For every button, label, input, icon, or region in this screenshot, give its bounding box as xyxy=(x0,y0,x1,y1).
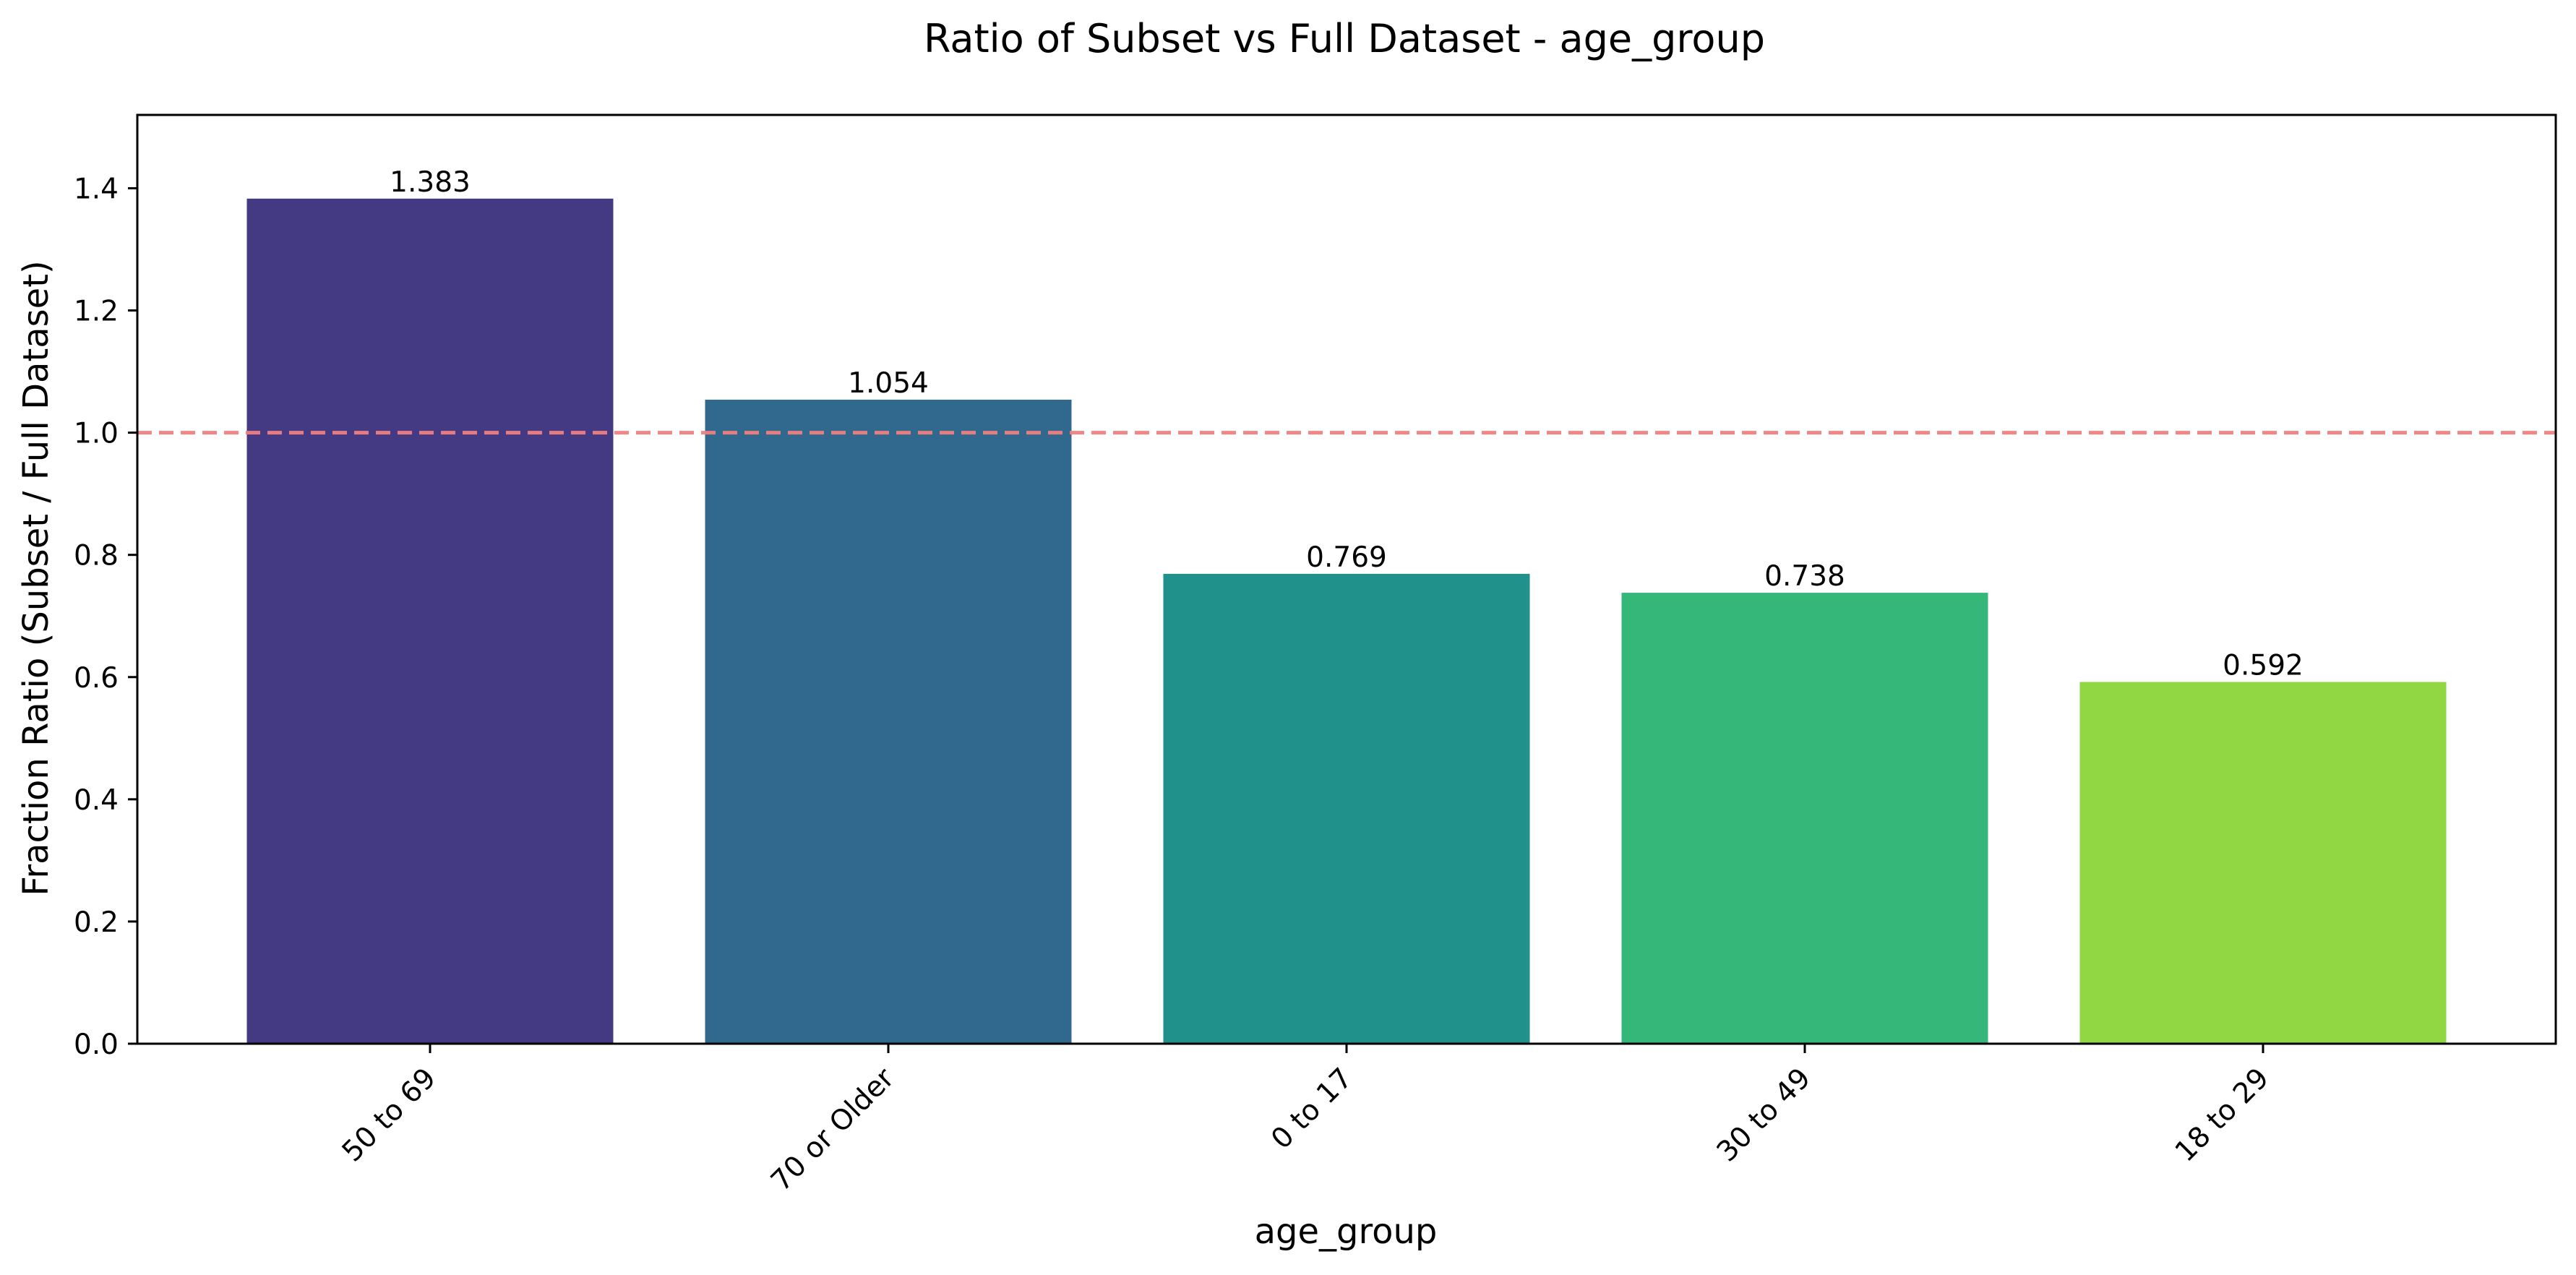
y-tick-label: 0.8 xyxy=(74,540,119,572)
bar-0-to-17 xyxy=(1163,573,1530,1044)
y-tick-label: 1.2 xyxy=(74,296,119,328)
x-tick-label: 30 to 49 xyxy=(1711,1062,1817,1168)
bar-30-to-49 xyxy=(1621,593,1988,1044)
data-label: 1.054 xyxy=(848,367,929,400)
data-label: 0.738 xyxy=(1764,560,1845,593)
x-tick-label: 0 to 17 xyxy=(1265,1062,1359,1156)
data-label: 1.383 xyxy=(390,166,471,199)
y-tick-label: 0.6 xyxy=(74,662,119,695)
y-tick-label: 0.0 xyxy=(74,1029,119,1061)
x-tick-label: 18 to 29 xyxy=(2169,1062,2275,1168)
data-label: 0.769 xyxy=(1306,541,1387,574)
y-tick-label: 1.0 xyxy=(74,418,119,450)
bar-50-to-69 xyxy=(246,198,614,1044)
bar-18-to-29 xyxy=(2079,682,2447,1044)
x-tick-label: 70 or Older xyxy=(765,1062,901,1198)
y-tick-label: 0.4 xyxy=(74,784,119,817)
x-tick-label: 50 to 69 xyxy=(336,1062,442,1168)
y-axis-label: Fraction Ratio (Subset / Full Dataset) xyxy=(16,260,56,896)
y-tick-label: 1.4 xyxy=(74,173,119,205)
x-axis-label: age_group xyxy=(1255,1211,1438,1252)
data-label: 0.592 xyxy=(2223,650,2304,682)
bar-70-or-older xyxy=(705,399,1072,1044)
chart-title: Ratio of Subset vs Full Dataset - age_gr… xyxy=(924,16,1765,61)
y-tick-label: 0.2 xyxy=(74,906,119,939)
plot-area: 1.383 1.054 0.769 0.738 0.592 0.0 0.2 0.4 0.6 0.8… xyxy=(74,113,2557,1198)
